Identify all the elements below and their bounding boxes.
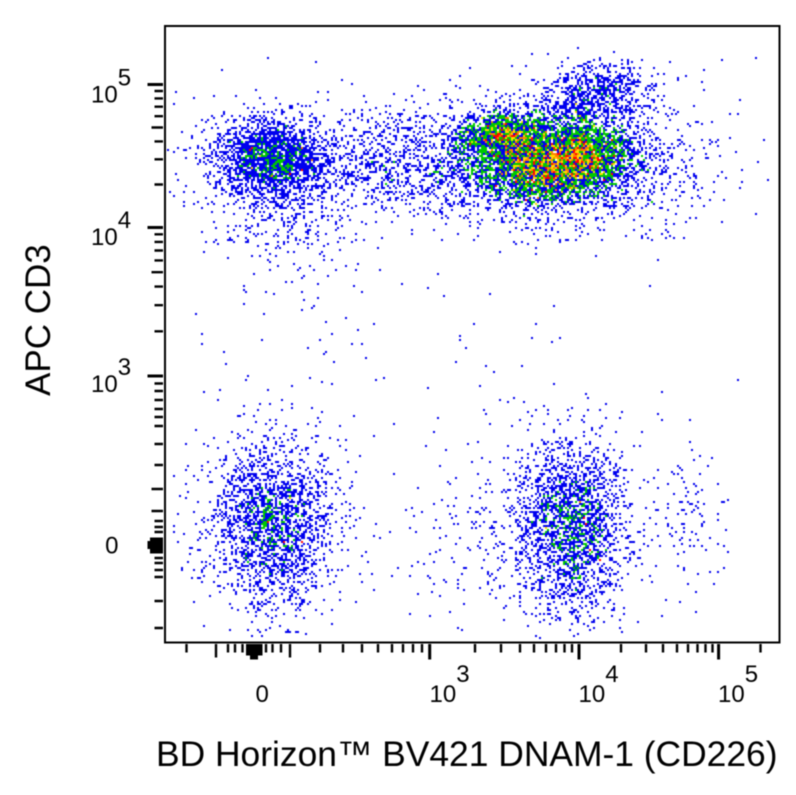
svg-text:0: 0 (256, 681, 269, 708)
svg-text:0: 0 (105, 533, 118, 560)
svg-text:APC CD3: APC CD3 (19, 244, 58, 396)
svg-text:BD Horizon™ BV421 DNAM-1 (CD22: BD Horizon™ BV421 DNAM-1 (CD226) (156, 734, 778, 774)
